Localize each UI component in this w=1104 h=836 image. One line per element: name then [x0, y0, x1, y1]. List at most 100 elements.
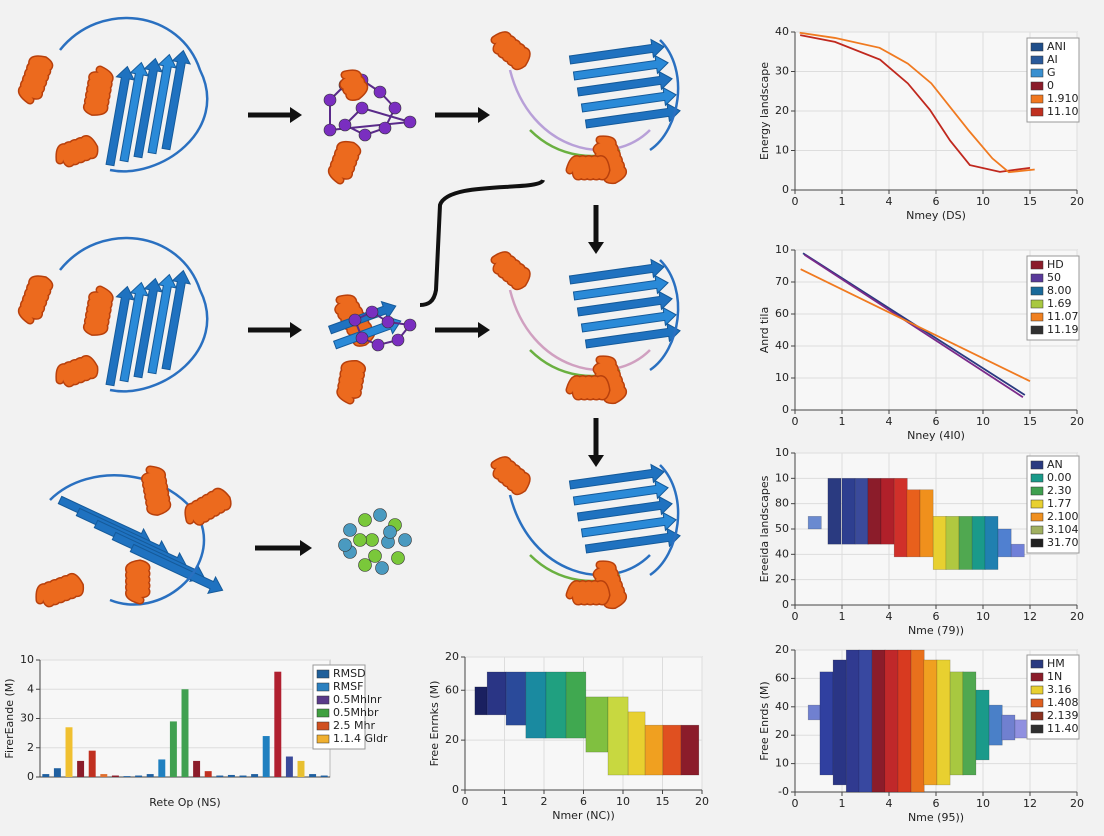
x-tick-label: 6 — [933, 415, 940, 428]
bar — [181, 689, 189, 777]
y-tick-label: 0 — [782, 183, 789, 196]
helix — [185, 489, 231, 525]
group — [565, 155, 611, 181]
atom — [365, 533, 379, 547]
x-tick-label: 4 — [886, 415, 893, 428]
legend-label: 2.30 — [1047, 484, 1072, 497]
legend-label: 11.07 — [1047, 310, 1079, 323]
legend-swatch — [1030, 512, 1044, 522]
x-axis-label: Nney (4I0) — [907, 429, 965, 442]
y-axis-label: Free Enrnks (M) — [428, 681, 441, 767]
helix — [142, 467, 170, 515]
legend-swatch — [1030, 325, 1044, 335]
legend-swatch — [1030, 299, 1044, 309]
legend-swatch — [316, 682, 330, 692]
line — [803, 254, 1024, 398]
legend-swatch — [1030, 286, 1044, 296]
x-tick-label: 1 — [839, 415, 846, 428]
y-tick-label: 80 — [775, 497, 789, 510]
group — [184, 487, 232, 526]
y-tick-label: 20 — [775, 643, 789, 656]
y-tick-label: 30 — [775, 65, 789, 78]
bar — [297, 760, 305, 777]
loop — [649, 464, 680, 577]
x-tick-label: 20 — [1070, 195, 1084, 208]
legend-label: AN — [1047, 458, 1063, 471]
x-tick-label: 20 — [695, 795, 709, 808]
arrow-head — [290, 322, 302, 338]
legend-swatch — [1030, 711, 1044, 721]
x-tick-label: 15 — [1023, 415, 1037, 428]
x-tick-label: 0 — [792, 415, 799, 428]
heat-cell — [1010, 543, 1025, 558]
legend-label: 1.77 — [1047, 497, 1072, 510]
heat-cell — [906, 489, 921, 558]
x-axis-label: Nme (79)) — [908, 624, 964, 637]
helix — [340, 70, 367, 100]
legend-label: 1.1.4 Gldr — [333, 732, 388, 745]
legend-label: 1N — [1047, 670, 1062, 683]
strand — [576, 290, 673, 317]
y-tick-label: 60 — [775, 671, 789, 684]
heat-cell — [627, 711, 646, 776]
y-tick-label: 10 — [775, 446, 789, 459]
loop — [59, 236, 209, 393]
atom — [378, 121, 392, 135]
loop — [649, 39, 680, 152]
y-tick-label: 4 — [27, 682, 34, 695]
bar — [239, 775, 247, 777]
atom — [388, 101, 402, 115]
heat-cell — [958, 516, 973, 570]
heat-cell — [893, 478, 908, 558]
x-axis-label: Nme (95)) — [908, 811, 964, 824]
helix — [492, 457, 530, 494]
y-tick-label: 20 — [775, 104, 789, 117]
y-tick-label: 10 — [775, 757, 789, 770]
bar — [65, 727, 73, 777]
x-axis-label: Nmey (DS) — [906, 209, 966, 222]
x-tick-label: 4 — [886, 610, 893, 623]
legend-swatch — [316, 708, 330, 718]
bar — [111, 775, 119, 777]
legend-swatch — [1030, 94, 1044, 104]
bond — [361, 107, 411, 123]
heat-cell — [807, 516, 822, 530]
legend-label: 31.70 — [1047, 536, 1079, 549]
x-tick-label: 15 — [656, 795, 670, 808]
bar — [274, 671, 282, 777]
group — [82, 65, 114, 116]
x-tick-label: 0 — [462, 795, 469, 808]
atom — [323, 93, 337, 107]
group — [17, 55, 54, 105]
legend-label: 0 — [1047, 79, 1054, 92]
x-tick-label: 0 — [792, 797, 799, 810]
group — [339, 69, 369, 101]
strand — [161, 269, 192, 371]
arrow-head — [478, 107, 490, 123]
y-tick-label: 0 — [782, 598, 789, 611]
helix — [84, 67, 113, 115]
group — [580, 306, 677, 333]
heat-cell — [932, 516, 947, 570]
legend-label: RMSF — [333, 680, 363, 693]
group — [327, 140, 362, 185]
helix — [19, 56, 52, 103]
group — [125, 559, 151, 605]
atom — [358, 513, 372, 527]
helix — [567, 581, 610, 604]
y-axis-label: Free Enrds (M) — [758, 681, 771, 760]
x-tick-label: 10 — [976, 195, 990, 208]
legend-swatch — [316, 734, 330, 744]
strand — [572, 274, 669, 301]
heat-cell — [867, 478, 882, 545]
bar — [53, 768, 61, 777]
bar — [309, 774, 317, 777]
x-tick-label: 6 — [933, 610, 940, 623]
bar — [100, 774, 108, 777]
x-axis-label: Rete Op (NS) — [149, 796, 220, 809]
y-tick-label: 60 — [775, 307, 789, 320]
heat-cell — [871, 649, 886, 793]
x-tick-label: 1 — [501, 795, 508, 808]
legend-label: 50 — [1047, 271, 1061, 284]
legend-swatch — [316, 669, 330, 679]
